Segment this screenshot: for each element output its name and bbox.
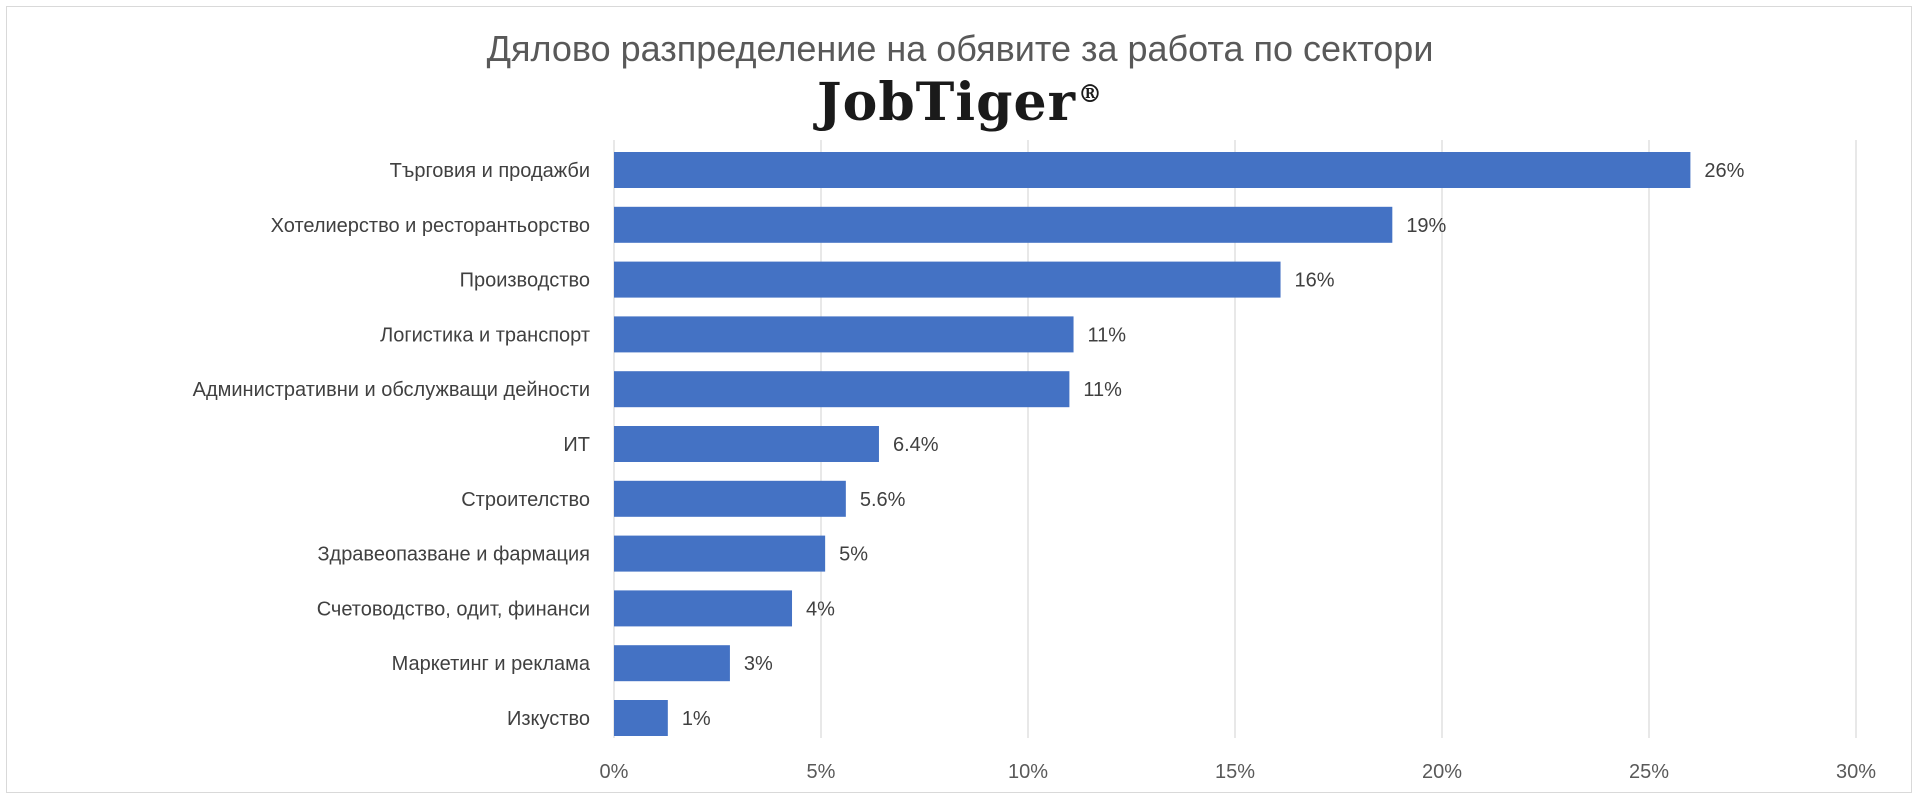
data-label: 4%: [806, 598, 835, 620]
bar: [614, 152, 1691, 188]
x-tick-label: 5%: [807, 761, 836, 783]
data-label: 11%: [1088, 324, 1127, 346]
data-label: 26%: [1704, 160, 1744, 182]
category-label: Търговия и продажби: [390, 160, 590, 182]
registered-mark: ®: [1077, 78, 1103, 108]
x-tick-label: 30%: [1836, 761, 1876, 783]
category-label: Производство: [460, 270, 590, 292]
category-label: Хотелиерство и ресторантьорство: [271, 215, 590, 237]
data-label: 3%: [744, 653, 773, 675]
x-tick-label: 15%: [1215, 761, 1255, 783]
data-label: 11%: [1083, 379, 1122, 401]
category-label: Здравеопазване и фармация: [317, 544, 590, 566]
category-label: Административни и обслужващи дейности: [193, 379, 590, 401]
data-label: 19%: [1406, 215, 1446, 237]
bar: [614, 206, 1393, 243]
bar: [614, 645, 730, 682]
category-label: Строителство: [461, 489, 590, 511]
x-axis-ticks: 0% 5% 10% 15% 20% 25% 30%: [600, 761, 1877, 783]
bar: [614, 700, 668, 736]
bars: [614, 152, 1691, 736]
x-tick-label: 20%: [1422, 761, 1462, 783]
category-label: Изкуство: [507, 708, 590, 730]
category-label: Логистика и транспорт: [380, 324, 590, 346]
data-label: 5%: [839, 544, 868, 566]
data-label: 16%: [1295, 270, 1335, 292]
category-labels: Търговия и продажби Хотелиерство и рестор…: [193, 160, 591, 730]
bar: [614, 480, 846, 517]
x-tick-label: 25%: [1629, 761, 1669, 783]
category-label: Счетоводство, одит, финанси: [317, 598, 590, 620]
bar: [614, 535, 826, 572]
category-label: Маркетинг и реклама: [392, 653, 591, 675]
chart-title: Дялово разпределение на обявите за работ…: [486, 28, 1434, 69]
bar: [614, 316, 1074, 353]
x-tick-label: 0%: [600, 761, 629, 783]
bar: [614, 590, 793, 627]
data-label: 6.4%: [893, 434, 939, 456]
x-tick-label: 10%: [1008, 761, 1048, 783]
value-labels: 26% 19% 16% 11% 11% 6.4% 5.6% 5% 4% 3% 1%: [682, 160, 1745, 730]
category-label: ИТ: [563, 434, 590, 456]
jobtiger-logo: JobTiger®: [0, 72, 1920, 133]
data-label: 1%: [682, 708, 711, 730]
bar: [614, 371, 1070, 408]
bar: [614, 426, 879, 462]
data-label: 5.6%: [860, 489, 906, 511]
bar: [614, 261, 1281, 298]
logo-text: JobTiger: [817, 72, 1076, 133]
